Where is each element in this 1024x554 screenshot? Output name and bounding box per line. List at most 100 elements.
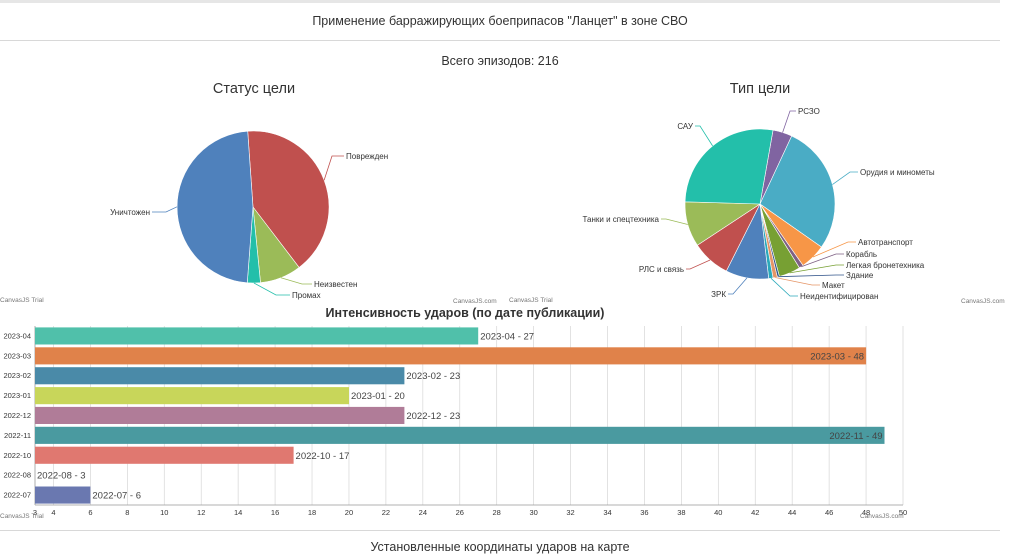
y-tick-label-2023-04: 2023-04 bbox=[3, 331, 31, 340]
x-tick-label-3: 8 bbox=[125, 508, 129, 517]
x-tick-label-1: 4 bbox=[51, 508, 55, 517]
status-chart-credit: CanvasJS Trial bbox=[0, 297, 44, 304]
pie-label-line-2 bbox=[253, 282, 290, 296]
pie-label-line-3 bbox=[152, 206, 178, 213]
x-tick-label-6: 14 bbox=[234, 508, 242, 517]
pie-label-line-2 bbox=[812, 241, 856, 258]
y-tick-label-2022-08: 2022-08 bbox=[3, 471, 31, 480]
pie-label-5: Здание bbox=[846, 271, 874, 280]
x-tick-label-11: 24 bbox=[419, 508, 427, 517]
bar-label-2022-07: 2022-07 - 6 bbox=[92, 491, 141, 502]
intensity-chart-title: Интенсивность ударов (по дате публикации… bbox=[325, 306, 605, 320]
type-chart-credit: CanvasJS Trial bbox=[509, 297, 553, 304]
pie-label-0: Поврежден bbox=[346, 152, 388, 161]
x-tick-label-18: 38 bbox=[677, 508, 685, 517]
pie-label-1: Неизвестен bbox=[314, 280, 357, 289]
pie-label-line-11 bbox=[695, 125, 713, 147]
x-tick-label-21: 44 bbox=[788, 508, 796, 517]
pie-label-2: Автотранспорт bbox=[858, 238, 913, 247]
bar-2023-02[interactable] bbox=[35, 367, 405, 385]
intensity-bar-chart: 3 4 6 8 10 12 14 16 18 20 22 24 26 28 30 32 34 36 38 40 42 44… bbox=[3, 326, 907, 517]
y-tick-label-2023-01: 2023-01 bbox=[3, 391, 31, 400]
top-border bbox=[0, 0, 1000, 3]
pie-label-0: РСЗО bbox=[798, 107, 820, 116]
x-tick-label-2: 6 bbox=[88, 508, 92, 517]
x-tick-label-14: 30 bbox=[529, 508, 537, 517]
pie-label-line-1 bbox=[280, 277, 312, 285]
pie-label-11: САУ bbox=[677, 122, 694, 131]
pie-label-1: Орудия и минометы bbox=[860, 168, 935, 177]
bar-label-2022-11: 2022-11 - 49 bbox=[829, 431, 882, 442]
x-tick-label-15: 32 bbox=[566, 508, 574, 517]
bar-label-2022-08: 2022-08 - 3 bbox=[37, 471, 86, 482]
type-chart-title: Тип цели bbox=[729, 81, 791, 97]
pie-label-line-5 bbox=[778, 274, 844, 278]
bar-label-2023-03: 2023-03 - 48 bbox=[810, 351, 864, 362]
page-title: Применение барражирующих боеприпасов "Ла… bbox=[312, 14, 688, 28]
pie-label-line-7 bbox=[770, 277, 798, 297]
pie-label-line-6 bbox=[775, 277, 820, 286]
pie-label-2: Промах bbox=[292, 291, 321, 300]
episodes-count: Всего эпизодов: 216 bbox=[441, 54, 559, 68]
pie-slice-11[interactable] bbox=[684, 128, 774, 205]
x-tick-label-7: 16 bbox=[271, 508, 279, 517]
pie-label-7: Неидентифицирован bbox=[800, 292, 878, 301]
pie-label-6: Макет bbox=[822, 281, 845, 290]
x-tick-label-23: 48 bbox=[862, 508, 870, 517]
x-tick-label-12: 26 bbox=[456, 508, 464, 517]
bar-2022-11[interactable] bbox=[35, 426, 885, 444]
footer-divider bbox=[0, 530, 1000, 531]
bar-2023-01[interactable] bbox=[35, 387, 349, 405]
y-tick-label-2022-10: 2022-10 bbox=[3, 451, 31, 460]
x-tick-label-20: 42 bbox=[751, 508, 759, 517]
bar-label-2022-12: 2022-12 - 23 bbox=[406, 411, 460, 422]
pie-slice-1[interactable] bbox=[759, 135, 836, 248]
y-tick-label-2023-02: 2023-02 bbox=[3, 371, 31, 380]
x-tick-label-10: 22 bbox=[382, 508, 390, 517]
x-tick-label-9: 20 bbox=[345, 508, 353, 517]
type-chart-credit-com: CanvasJS.com bbox=[961, 298, 1005, 305]
bar-2023-04[interactable] bbox=[35, 327, 479, 345]
x-tick-label-19: 40 bbox=[714, 508, 722, 517]
pie-label-line-4 bbox=[789, 264, 844, 274]
y-tick-label-2023-03: 2023-03 bbox=[3, 351, 31, 360]
x-tick-label-8: 18 bbox=[308, 508, 316, 517]
pie-slice-0[interactable] bbox=[247, 130, 330, 268]
type-pie-chart: РСЗО Орудия и минометы Автотранспорт Корабл… bbox=[583, 107, 935, 301]
status-pie-chart: Поврежден Неизвестен Промах Уничтожен bbox=[110, 130, 388, 300]
pie-label-line-1 bbox=[832, 171, 858, 185]
pie-label-line-8 bbox=[728, 277, 748, 295]
pie-slice-3[interactable] bbox=[176, 130, 254, 284]
x-tick-label-0: 3 bbox=[33, 508, 37, 517]
pie-label-line-0 bbox=[323, 155, 344, 181]
y-tick-label-2022-07: 2022-07 bbox=[3, 491, 31, 500]
bar-2022-12[interactable] bbox=[35, 406, 405, 424]
bar-chart-credit-com: CanvasJS.com bbox=[860, 513, 904, 520]
map-section-title: Установленные координаты ударов на карте bbox=[370, 540, 630, 554]
x-tick-label-4: 10 bbox=[160, 508, 168, 517]
pie-label-3: Уничтожен bbox=[110, 208, 150, 217]
status-chart-title: Статус цели bbox=[212, 81, 296, 97]
x-tick-label-16: 34 bbox=[603, 508, 611, 517]
header-divider bbox=[0, 40, 1000, 41]
bar-label-2023-01: 2023-01 - 20 bbox=[351, 391, 405, 402]
pie-label-3: Корабль bbox=[846, 250, 877, 259]
x-tick-label-17: 36 bbox=[640, 508, 648, 517]
y-tick-label-2022-12: 2022-12 bbox=[3, 411, 31, 420]
status-chart-credit-com: CanvasJS.com bbox=[453, 298, 497, 305]
bar-label-2022-10: 2022-10 - 17 bbox=[296, 451, 350, 462]
bar-2022-07[interactable] bbox=[35, 486, 91, 504]
pie-label-4: Легкая бронетехника bbox=[846, 261, 925, 270]
pie-label-line-0 bbox=[782, 110, 796, 133]
y-tick-label-2022-11: 2022-11 bbox=[4, 431, 31, 440]
pie-label-9: РЛС и связь bbox=[639, 265, 684, 274]
bar-label-2023-02: 2023-02 - 23 bbox=[406, 371, 460, 382]
bar-label-2023-04: 2023-04 - 27 bbox=[480, 331, 534, 342]
bar-2023-03[interactable] bbox=[35, 347, 867, 365]
pie-label-line-3 bbox=[801, 253, 844, 268]
bar-2022-10[interactable] bbox=[35, 446, 294, 464]
pie-label-10: Танки и спецтехника bbox=[583, 215, 660, 224]
x-tick-label-13: 28 bbox=[493, 508, 501, 517]
x-tick-label-22: 46 bbox=[825, 508, 833, 517]
pie-label-line-10 bbox=[661, 218, 688, 225]
